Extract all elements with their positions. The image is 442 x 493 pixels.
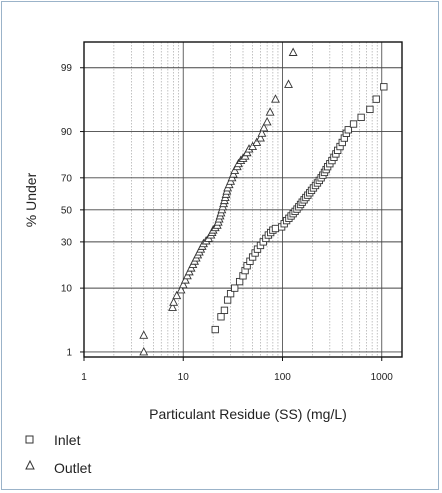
outlet-point: [178, 279, 188, 289]
outlet-point: [168, 302, 177, 311]
x-tick-label: 1000: [371, 372, 394, 383]
y-tick-label: 1: [66, 347, 72, 358]
inlet-point: [226, 290, 235, 298]
legend-marker-inlet: [25, 435, 34, 444]
axis-ticks: 1 10 100 1000 1 10 30 50 70 90 99: [61, 63, 393, 383]
x-tick-label: 100: [274, 372, 291, 383]
outlet-point: [265, 107, 275, 116]
inlet-point: [217, 313, 225, 321]
outlet-point: [139, 346, 149, 356]
data-points: [139, 47, 388, 356]
grid-lines: [83, 42, 402, 357]
y-tick-label: 10: [61, 284, 73, 295]
inlet-point: [220, 306, 229, 314]
outlet-point: [288, 47, 298, 56]
outlet-point: [182, 270, 192, 280]
legend-marker-outlet: [25, 459, 35, 470]
outlet-point: [262, 116, 272, 126]
inlet-point: [223, 296, 232, 304]
y-axis-title: % Under: [23, 172, 39, 227]
outlet-point: [257, 128, 267, 137]
y-tick-label: 99: [61, 63, 73, 74]
outlet-point: [180, 275, 190, 284]
y-tick-label: 90: [61, 127, 73, 138]
x-axis-title: Particulant Residue (SS) (mg/L): [149, 406, 347, 422]
inlet-point: [231, 284, 239, 292]
inlet-point: [344, 126, 352, 134]
legend-label-outlet: Outlet: [54, 460, 91, 476]
outlet-point: [252, 137, 262, 146]
outlet-point: [271, 94, 280, 103]
outlet-point: [176, 284, 186, 294]
outlet-point: [256, 133, 265, 142]
inlet-point: [372, 95, 380, 103]
y-tick-label: 30: [61, 237, 73, 248]
outlet-point: [284, 79, 293, 88]
x-tick-label: 1: [81, 372, 87, 383]
legend-label-inlet: Inlet: [54, 432, 81, 448]
inlet-point: [380, 83, 388, 91]
outlet-point: [169, 297, 179, 306]
inlet-point: [357, 113, 365, 122]
outlet-point: [248, 141, 258, 150]
y-tick-label: 70: [61, 173, 73, 184]
plot-border: [83, 41, 403, 358]
inlet-point: [366, 105, 374, 114]
x-tick-label: 10: [178, 372, 190, 383]
y-tick-label: 50: [61, 205, 73, 216]
legend: Inlet Outlet: [25, 432, 91, 476]
outlet-point: [139, 330, 149, 339]
outlet-point: [172, 290, 182, 300]
inlet-point: [271, 224, 280, 233]
inlet-point: [211, 325, 219, 334]
outlet-point: [259, 122, 269, 132]
inlet-point: [349, 120, 358, 128]
